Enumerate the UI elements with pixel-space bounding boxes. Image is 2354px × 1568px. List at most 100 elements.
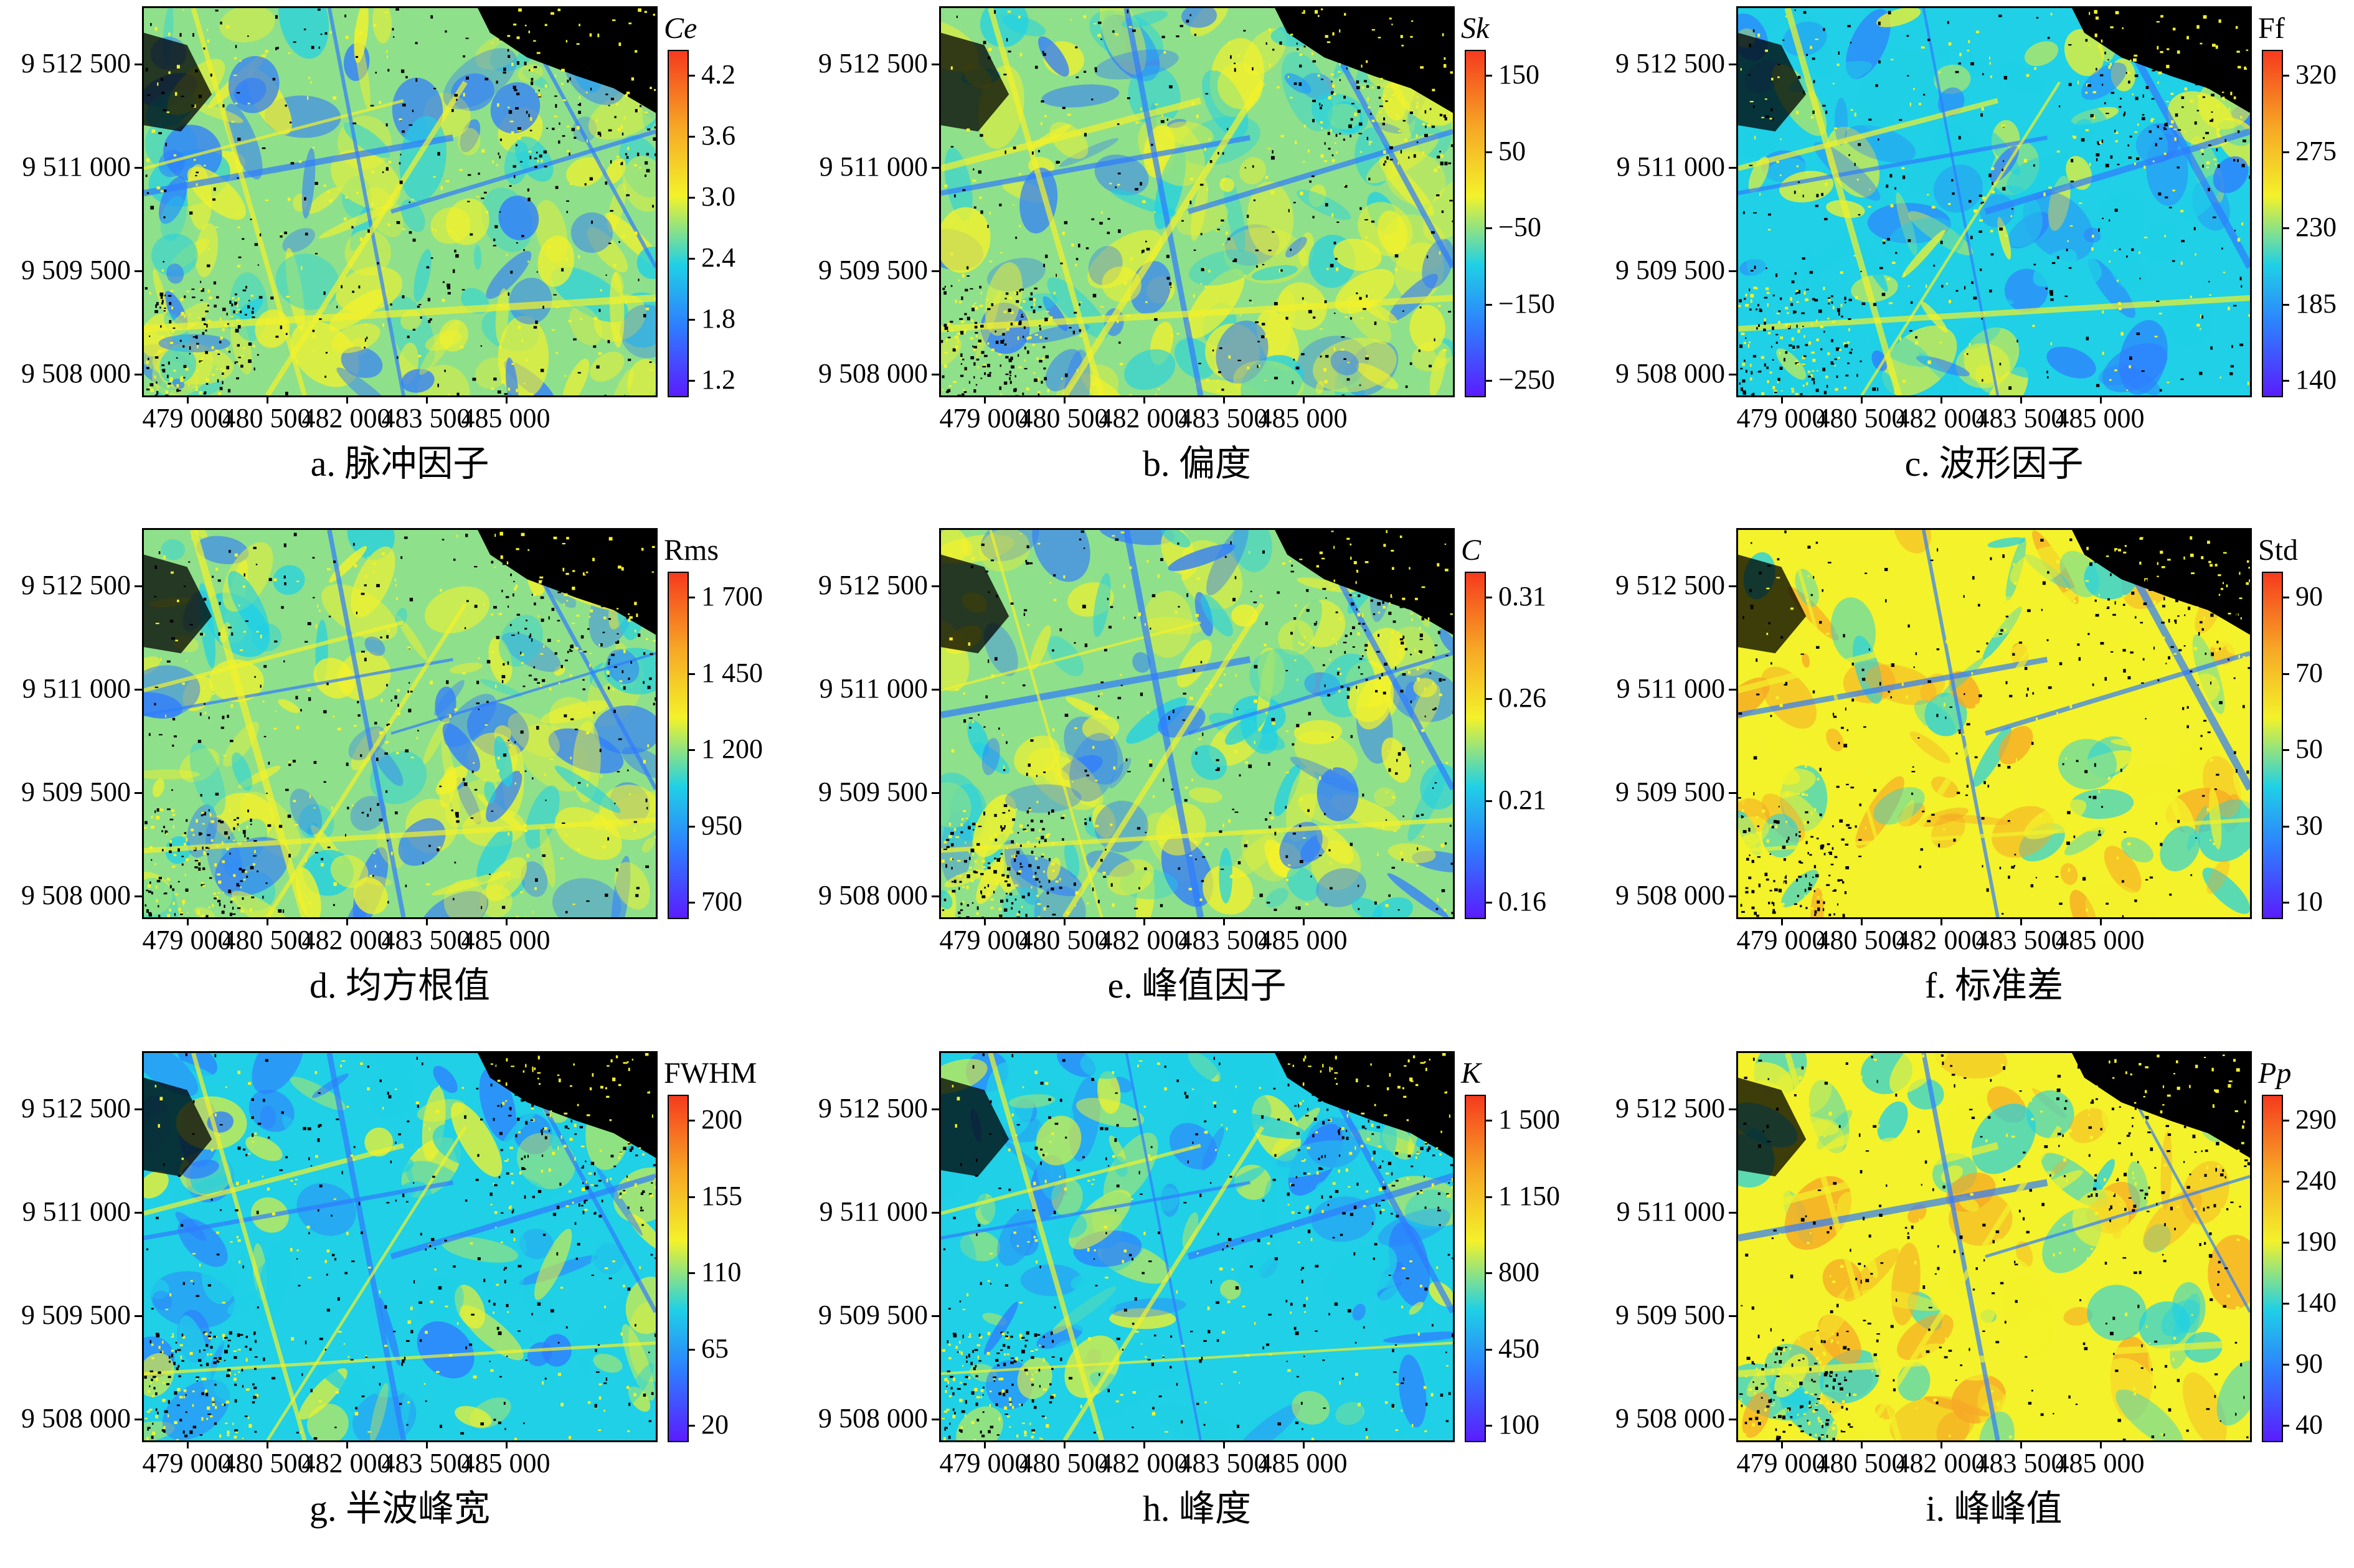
colorbar-tick-mark <box>689 1425 695 1427</box>
panel-caption: d. 均方根值 <box>142 964 658 1008</box>
colorbar-tick-label: 4.2 <box>701 61 735 88</box>
colorbar-tick-label: −250 <box>1498 366 1555 394</box>
x-tick-label: 482 000 <box>1896 405 1985 432</box>
colorbar-tick-label: 1 700 <box>701 583 763 610</box>
x-tick-mark <box>506 397 508 404</box>
x-tick-label: 483 500 <box>1179 405 1268 432</box>
y-tick-mark <box>135 1419 142 1420</box>
colorbar-tick-label: 190 <box>2295 1228 2337 1255</box>
y-tick-mark <box>1729 1108 1736 1110</box>
x-tick-mark <box>426 1442 428 1448</box>
y-tick-mark <box>135 792 142 794</box>
colorbar-tick-mark <box>2283 597 2289 598</box>
x-tick-label: 479 000 <box>1737 1450 1826 1477</box>
colorbar-tick-label: 950 <box>701 812 742 839</box>
x-tick-label: 479 000 <box>940 405 1029 432</box>
colorbar <box>668 50 689 397</box>
colorbar-tick-mark <box>689 258 695 260</box>
y-tick-mark <box>932 895 939 897</box>
x-tick-mark <box>2100 1442 2102 1448</box>
x-tick-label: 482 000 <box>1099 927 1188 954</box>
x-tick-label: 482 000 <box>302 405 391 432</box>
x-tick-label: 482 000 <box>1896 1450 1985 1477</box>
x-tick-mark <box>187 397 189 404</box>
x-tick-label: 480 500 <box>222 927 311 954</box>
x-tick-mark <box>1781 919 1783 925</box>
raster-image <box>1738 8 2250 395</box>
x-tick-label: 480 500 <box>1019 927 1108 954</box>
x-tick-label: 485 000 <box>461 1450 551 1477</box>
x-tick-mark <box>426 397 428 404</box>
colorbar-tick-mark <box>689 1196 695 1198</box>
x-tick-mark <box>346 397 348 404</box>
y-tick-label: 9 512 500 <box>21 1095 131 1122</box>
colorbar-tick-mark <box>1486 1349 1492 1351</box>
colorbar-tick-mark <box>1486 227 1492 229</box>
colorbar-tick-mark <box>2283 1120 2289 1122</box>
colorbar-tick-mark <box>689 597 695 598</box>
x-tick-mark <box>1861 397 1863 404</box>
x-tick-label: 479 000 <box>940 927 1029 954</box>
y-tick-label: 9 512 500 <box>21 572 131 599</box>
x-tick-mark <box>506 919 508 925</box>
colorbar-tick-mark <box>2283 673 2289 675</box>
colorbar-tick-mark <box>689 380 695 382</box>
y-tick-mark <box>932 689 939 691</box>
colorbar-tick-label: 150 <box>1498 61 1539 88</box>
colorbar-tick-mark <box>2283 1425 2289 1427</box>
x-tick-mark <box>1223 919 1225 925</box>
colorbar-tick-mark <box>2283 1303 2289 1305</box>
raster-map <box>142 1051 658 1442</box>
colorbar-tick-label: 1 500 <box>1498 1106 1560 1133</box>
y-tick-label: 9 512 500 <box>818 572 928 599</box>
y-tick-label: 9 509 500 <box>1615 1301 1725 1329</box>
colorbar <box>1465 50 1486 397</box>
colorbar-tick-label: 1.2 <box>701 366 735 394</box>
x-tick-mark <box>1861 1442 1863 1448</box>
raster-image <box>941 8 1453 395</box>
x-tick-label: 485 000 <box>2056 927 2145 954</box>
y-tick-mark <box>1729 585 1736 587</box>
colorbar-tick-mark <box>1486 1196 1492 1198</box>
colorbar-tick-label: 240 <box>2295 1167 2337 1194</box>
x-tick-label: 479 000 <box>940 1450 1029 1477</box>
x-tick-mark <box>426 919 428 925</box>
y-tick-mark <box>135 1108 142 1110</box>
colorbar-title: Rms <box>664 534 719 567</box>
colorbar-tick-label: −50 <box>1498 214 1541 241</box>
x-tick-mark <box>1303 1442 1305 1448</box>
x-tick-mark <box>1143 919 1145 925</box>
colorbar-tick-mark <box>689 1272 695 1274</box>
colorbar-tick-mark <box>1486 1425 1492 1427</box>
colorbar-tick-mark <box>689 75 695 77</box>
colorbar-tick-label: 90 <box>2295 583 2323 610</box>
colorbar <box>668 1095 689 1442</box>
raster-image <box>144 1053 656 1440</box>
colorbar-tick-mark <box>2283 826 2289 828</box>
colorbar-tick-label: 700 <box>701 888 742 915</box>
colorbar-tick-label: 90 <box>2295 1350 2323 1377</box>
x-tick-mark <box>2020 1442 2022 1448</box>
raster-map <box>939 1051 1455 1442</box>
colorbar-tick-mark <box>1486 597 1492 598</box>
raster-image <box>144 530 656 917</box>
x-tick-label: 485 000 <box>2056 1450 2145 1477</box>
x-tick-label: 483 500 <box>1179 1450 1268 1477</box>
colorbar-tick-mark <box>1486 304 1492 306</box>
x-tick-label: 479 000 <box>1737 927 1826 954</box>
colorbar-tick-label: 3.0 <box>701 183 735 210</box>
y-tick-mark <box>932 270 939 272</box>
colorbar-title: Ff <box>2258 12 2285 45</box>
raster-image <box>941 1053 1453 1440</box>
y-tick-label: 9 512 500 <box>1615 1095 1725 1122</box>
colorbar-title: Ce <box>664 12 697 45</box>
x-tick-mark <box>1143 397 1145 404</box>
x-tick-mark <box>267 397 268 404</box>
colorbar-tick-label: 2.4 <box>701 244 735 272</box>
y-tick-mark <box>1729 1315 1736 1317</box>
colorbar-tick-label: 320 <box>2295 61 2337 88</box>
